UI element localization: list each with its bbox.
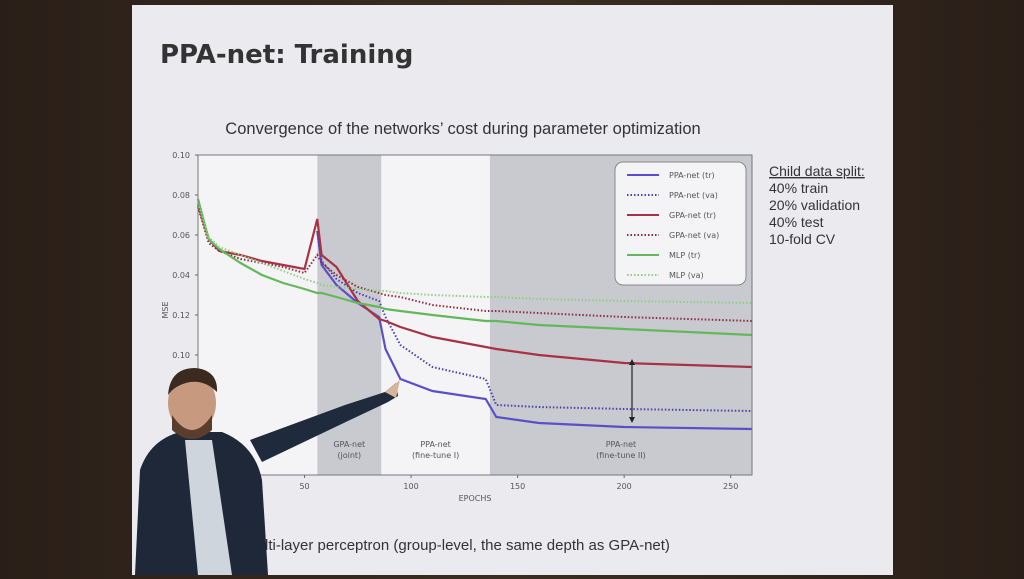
presenter <box>135 368 400 575</box>
region-label: (joint) <box>337 451 361 460</box>
series-line <box>316 230 753 412</box>
x-tick-label: 200 <box>617 482 632 491</box>
y-tick-label: 0.06 <box>172 231 190 240</box>
legend-label: MLP (tr) <box>669 251 700 260</box>
y-tick-label: 0.04 <box>172 271 190 280</box>
legend-label: GPA-net (tr) <box>669 211 716 220</box>
sidebar-heading: Child data split: <box>769 163 865 179</box>
legend-label: MLP (va) <box>669 271 704 280</box>
region-label: GPA-net <box>333 440 365 449</box>
sidebar-line: 40% train <box>769 180 828 196</box>
legend-label: PPA-net (tr) <box>669 171 715 180</box>
legend-label: GPA-net (va) <box>669 231 719 240</box>
y-tick-label: 0.12 <box>172 311 190 320</box>
plot-frame <box>197 154 753 476</box>
sidebar-line: 20% validation <box>769 197 860 213</box>
region-label: PPA-net <box>606 440 636 449</box>
footnote: MLP: multi-layer perceptron (group-level… <box>205 537 670 554</box>
region-label: (fine-tune I) <box>412 451 459 460</box>
plot: GPA-net (joint) PPA-net (fine-tune I) PPA-ne… <box>161 151 753 503</box>
slide-title: PPA-net: Training <box>160 40 413 70</box>
legend-label: PPA-net (va) <box>669 191 718 200</box>
sidebar-line: 10-fold CV <box>769 231 836 247</box>
y-tick-label: 0.10 <box>172 351 190 360</box>
x-tick-label: 50 <box>299 482 309 491</box>
series-line <box>197 206 753 322</box>
legend-box <box>614 161 747 286</box>
x-axis-label: EPOCHS <box>459 494 492 503</box>
region-label: PPA-net <box>420 440 450 449</box>
x-tick-label: 150 <box>510 482 525 491</box>
series-line <box>316 230 753 431</box>
x-tick-label: 100 <box>403 482 418 491</box>
region-label: (fine-tune II) <box>596 451 646 460</box>
y-axis-label: MSE <box>161 301 170 318</box>
y-tick-label: 0.10 <box>172 151 190 160</box>
chart-title: Convergence of the networks’ cost during… <box>225 120 700 138</box>
sidebar-line: 40% test <box>769 214 824 230</box>
y-tick-label: 0.08 <box>172 191 190 200</box>
series-line <box>197 202 753 304</box>
series-line <box>196 198 753 337</box>
series-line <box>196 204 753 369</box>
x-tick-label: 250 <box>723 482 738 491</box>
